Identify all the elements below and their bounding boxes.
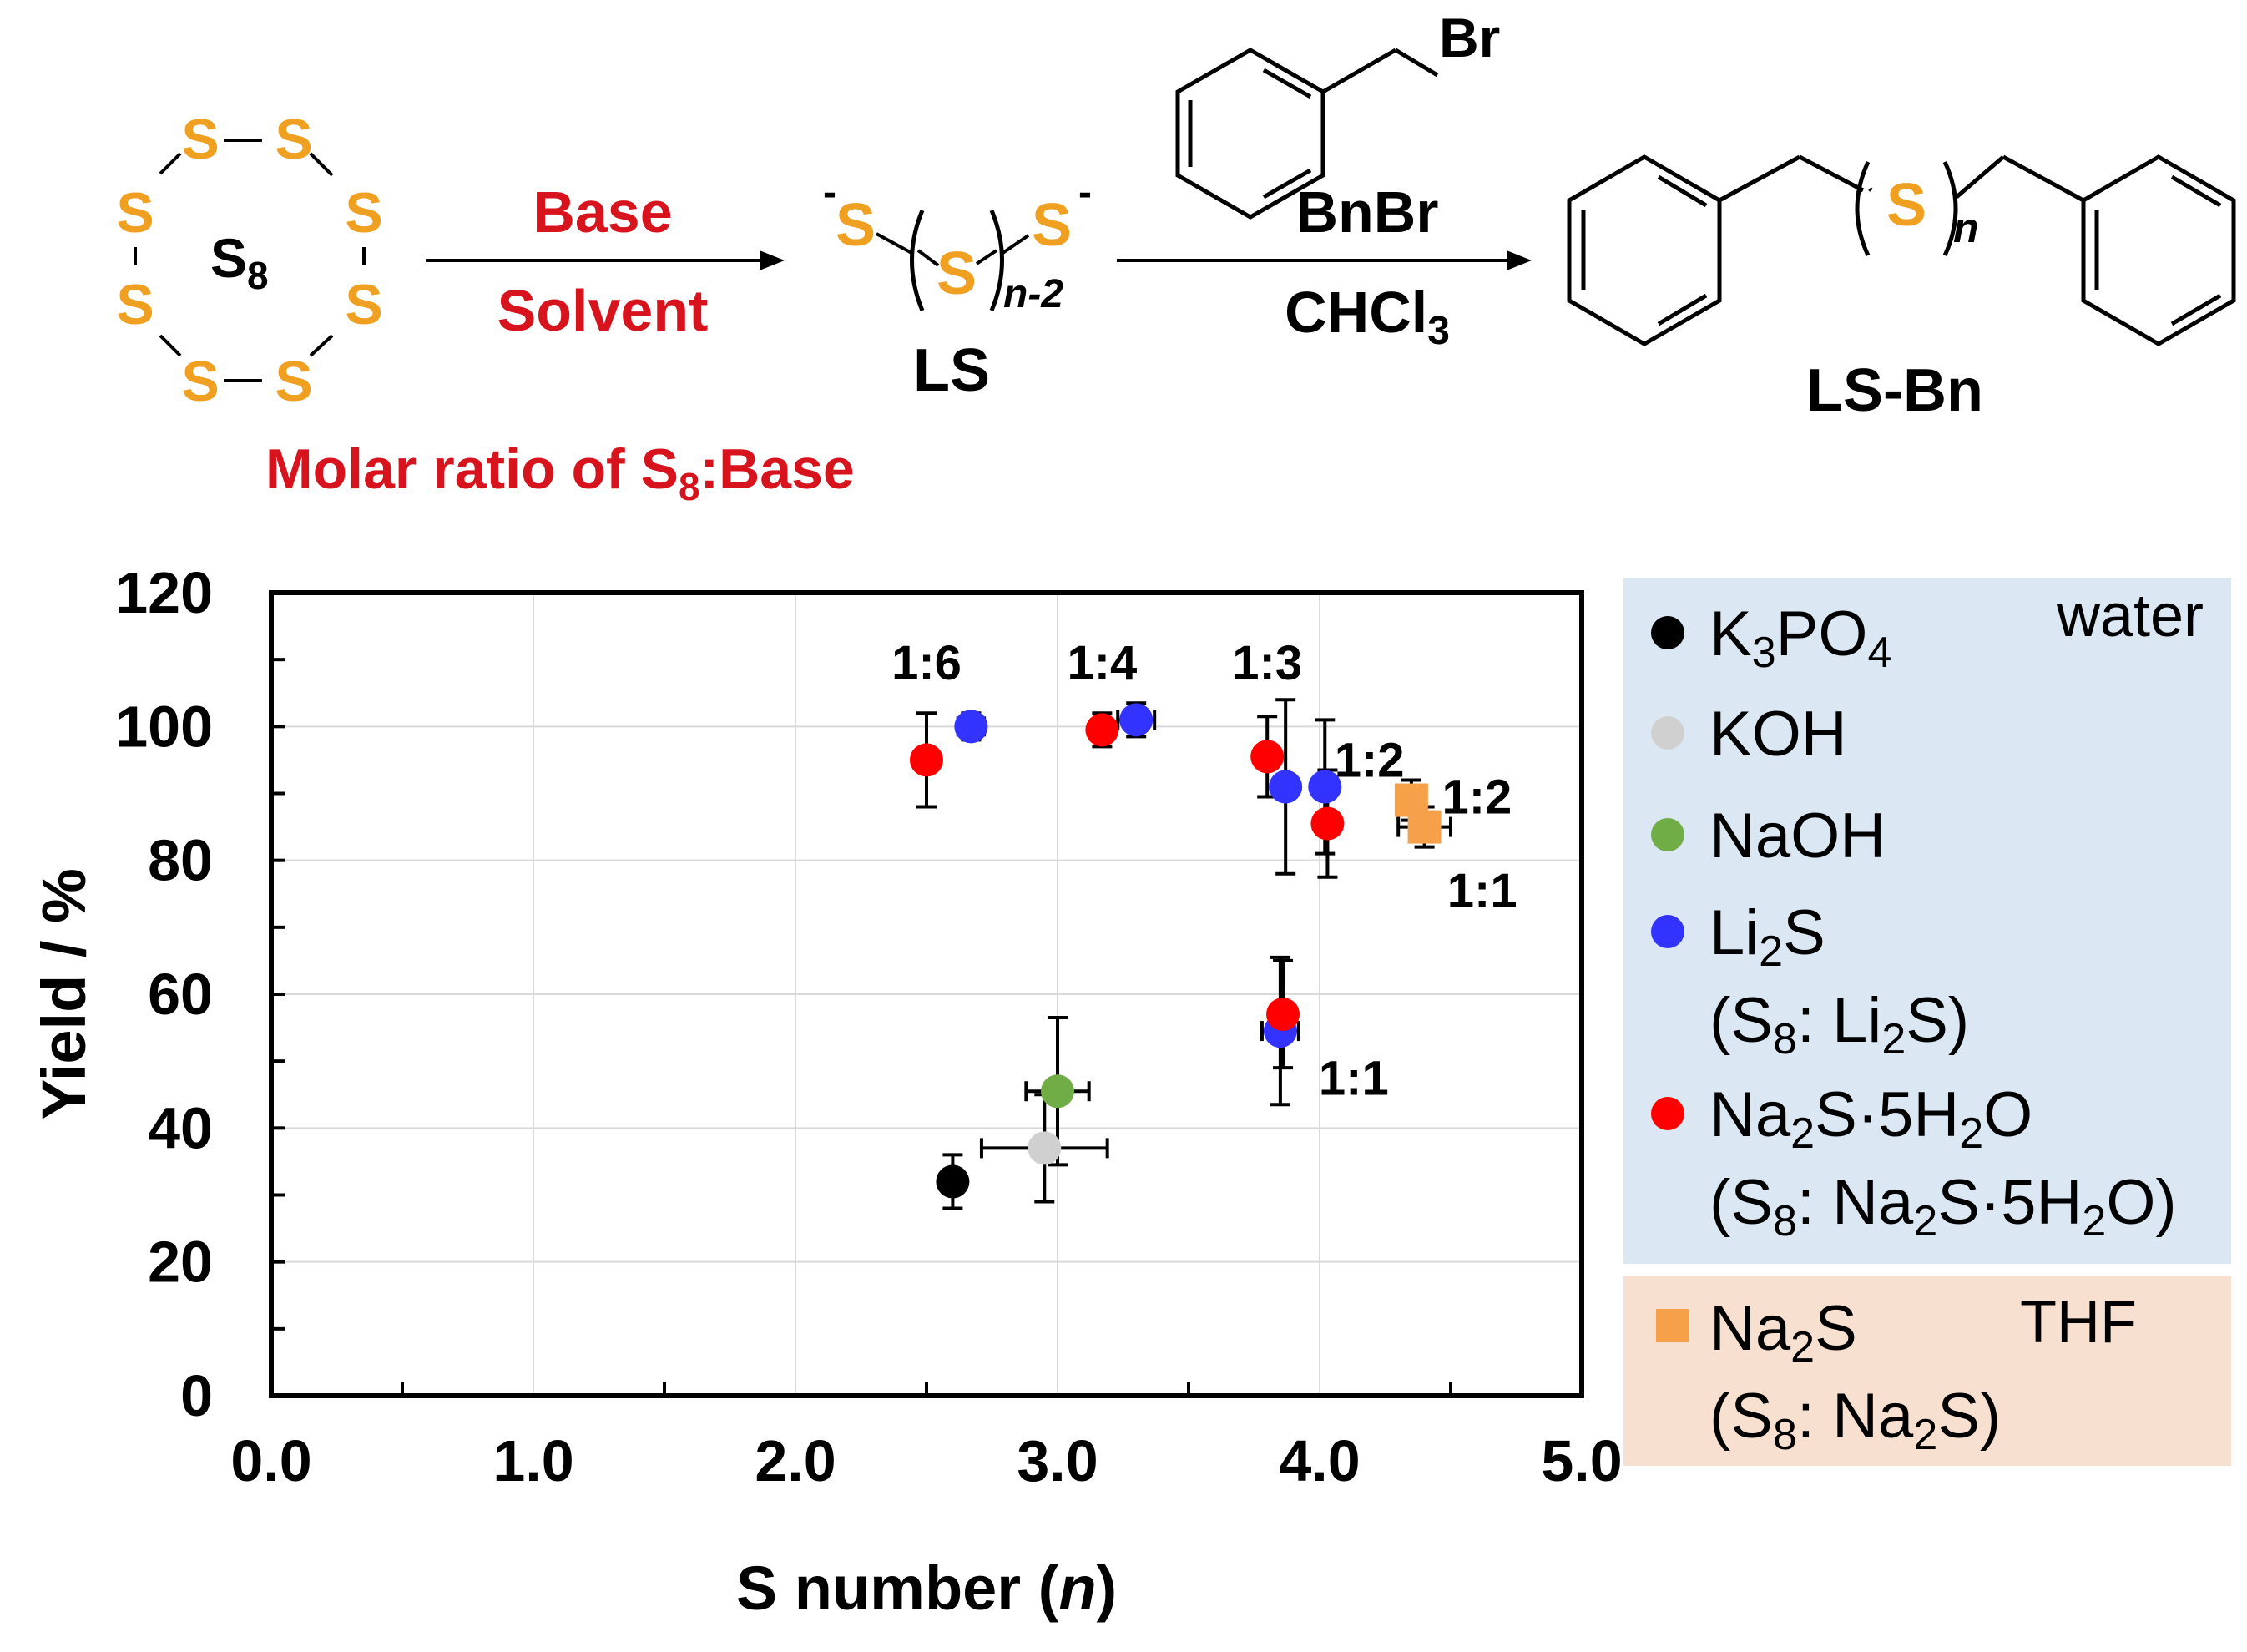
s8-label: S8 xyxy=(210,227,269,297)
x-tick-label: 4.0 xyxy=(1279,1428,1360,1493)
legend-note-na2s5h2o: (S8: Na2S·5H2O) xyxy=(1709,1167,2177,1245)
legend-note-li2s: (S8: Li2S) xyxy=(1709,985,1969,1063)
data-point-li2s xyxy=(1269,770,1303,804)
ratio-annotation: 1:4 xyxy=(1067,636,1137,690)
y-tick-label: 40 xyxy=(148,1095,213,1160)
ls-s-center: S xyxy=(937,240,977,307)
molar-ratio-label: Molar ratio of S8:Base xyxy=(265,437,855,508)
x-tick-label: 1.0 xyxy=(492,1428,573,1493)
lsbn-structure xyxy=(1567,154,2236,346)
x-tick-label: 5.0 xyxy=(1541,1428,1622,1493)
legend-water-panel xyxy=(1623,578,2231,1264)
legend-label-naoh: NaOH xyxy=(1709,801,1886,871)
reagent-base: Base xyxy=(533,179,672,245)
legend: water THF K3PO4 KOH NaOH Li2S (S8: Li2S)… xyxy=(1623,578,2231,1466)
lsbn-index: n xyxy=(1953,205,1979,251)
x-tick-label: 3.0 xyxy=(1017,1428,1098,1493)
s8-atom: S xyxy=(275,350,312,413)
data-point-na2s5h2o xyxy=(910,743,943,777)
data-point-li2s xyxy=(954,710,988,744)
ratio-annotation: 1:2 xyxy=(1442,770,1512,825)
s8-atom: S xyxy=(181,108,219,171)
s8-atom: S xyxy=(181,350,219,413)
bnbr-structure xyxy=(1175,48,1439,220)
bnbr-br-atom: Br xyxy=(1439,7,1500,68)
ls-s-left: S xyxy=(836,192,876,259)
legend-note-na2s: (S8: Na2S) xyxy=(1709,1381,2001,1459)
x-tick-label: 2.0 xyxy=(755,1428,836,1493)
legend-marker-k3po4 xyxy=(1651,616,1684,649)
scatter-chart: 0.0 1.0 2.0 3.0 4.0 5.0 0 20 40 60 80 100 120 S numbe… xyxy=(29,560,1623,1623)
legend-label-na2s5h2o: Na2S·5H2O xyxy=(1709,1079,2032,1158)
ls-charge-right: - xyxy=(1078,170,1092,215)
lsbn-s-center: S xyxy=(1886,172,1926,239)
ratio-annotation: 1:3 xyxy=(1232,636,1302,690)
legend-label-na2s: Na2S xyxy=(1709,1293,1857,1372)
legend-marker-koh xyxy=(1651,716,1684,750)
ls-index: n-2 xyxy=(1003,272,1063,316)
data-point-k3po4 xyxy=(936,1164,970,1199)
ratio-annotation: 1:2 xyxy=(1335,733,1405,787)
legend-marker-na2s5h2o xyxy=(1651,1097,1684,1130)
reagent-solvent: Solvent xyxy=(497,278,709,343)
data-point-na2s xyxy=(1407,810,1442,844)
y-tick-label: 80 xyxy=(148,828,213,893)
legend-label-k3po4: K3PO4 xyxy=(1709,599,1891,677)
data-point-na2s5h2o xyxy=(1250,740,1285,774)
s8-atom: S xyxy=(275,108,312,171)
lsbn-label: LS-Bn xyxy=(1806,357,1983,424)
data-point-na2s5h2o xyxy=(1266,998,1300,1032)
s8-ring: S S S S S S S S xyxy=(116,108,382,413)
s8-atom: S xyxy=(345,273,382,336)
s8-atom: S xyxy=(345,181,382,245)
legend-marker-na2s xyxy=(1656,1309,1689,1342)
ratio-annotation: 1:6 xyxy=(891,636,962,690)
legend-thf-panel xyxy=(1623,1276,2231,1466)
x-tick-label: 0.0 xyxy=(230,1428,311,1493)
reaction-arrow-1-head xyxy=(760,250,785,270)
ls-charge-left: - xyxy=(823,170,836,215)
legend-marker-naoh xyxy=(1651,818,1684,851)
ls-label: LS xyxy=(913,337,990,404)
legend-label-koh: KOH xyxy=(1709,699,1847,770)
reaction-arrow-2-head xyxy=(1507,250,1532,270)
y-axis-label: Yield / % xyxy=(29,868,98,1120)
reagent-bnbr: BnBr xyxy=(1295,179,1438,245)
legend-marker-li2s xyxy=(1651,915,1684,948)
y-tick-label: 120 xyxy=(115,560,213,625)
ratio-annotation: 1:1 xyxy=(1447,864,1517,918)
data-point-li2s xyxy=(1119,703,1154,737)
y-tick-label: 100 xyxy=(115,694,213,759)
ls-structure: - S S n-2 S - LS xyxy=(823,170,1092,404)
y-tick-label: 60 xyxy=(148,962,213,1027)
y-tick-label: 0 xyxy=(180,1363,213,1428)
legend-thf-label: THF xyxy=(2020,1289,2137,1356)
x-axis-label: S number (n) xyxy=(736,1553,1117,1623)
reaction-scheme: S S S S S S S S S8 Base Solvent Molar ra… xyxy=(116,7,2236,508)
ls-s-right: S xyxy=(1032,192,1072,259)
legend-water-label: water xyxy=(2056,583,2204,649)
data-point-koh xyxy=(1028,1131,1062,1165)
s8-atom: S xyxy=(116,181,154,245)
s8-atom: S xyxy=(116,273,154,336)
ratio-annotation: 1:1 xyxy=(1319,1051,1389,1105)
data-point-li2s xyxy=(1308,770,1342,804)
y-tick-label: 20 xyxy=(148,1230,213,1295)
data-point-naoh xyxy=(1041,1074,1074,1109)
data-point-na2s5h2o xyxy=(1310,806,1345,841)
data-point-na2s5h2o xyxy=(1085,713,1119,747)
plot-frame xyxy=(269,590,1584,1398)
reagent-chcl3: CHCl3 xyxy=(1285,280,1450,353)
